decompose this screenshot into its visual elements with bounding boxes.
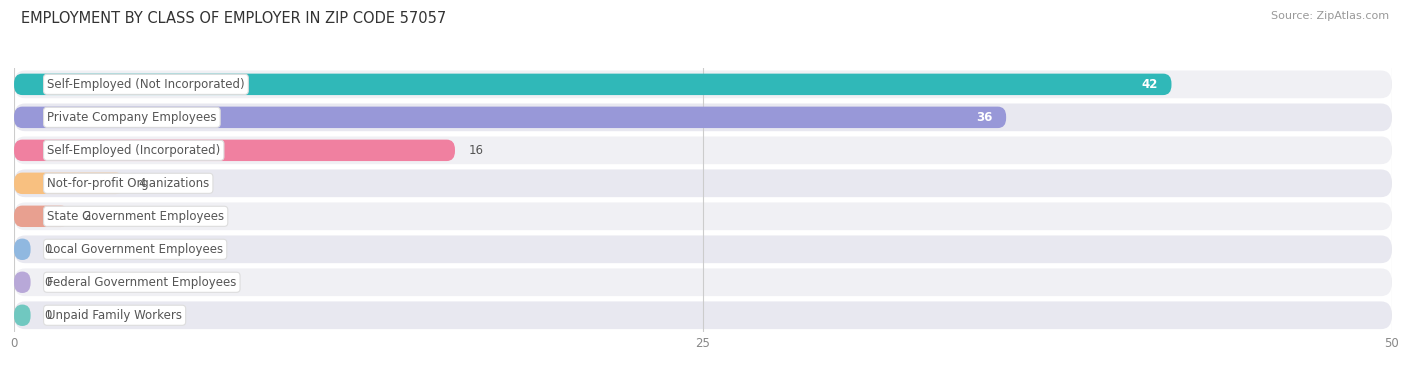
Text: Unpaid Family Workers: Unpaid Family Workers (48, 309, 183, 322)
FancyBboxPatch shape (14, 205, 69, 227)
FancyBboxPatch shape (14, 104, 1392, 131)
FancyBboxPatch shape (14, 70, 1392, 98)
Text: Local Government Employees: Local Government Employees (48, 243, 224, 256)
Text: 2: 2 (83, 210, 90, 223)
Text: Self-Employed (Incorporated): Self-Employed (Incorporated) (48, 144, 221, 157)
FancyBboxPatch shape (14, 107, 1007, 128)
Text: Self-Employed (Not Incorporated): Self-Employed (Not Incorporated) (48, 78, 245, 91)
FancyBboxPatch shape (14, 139, 456, 161)
FancyBboxPatch shape (14, 302, 1392, 329)
FancyBboxPatch shape (14, 202, 1392, 230)
Text: Federal Government Employees: Federal Government Employees (48, 276, 236, 289)
FancyBboxPatch shape (14, 74, 1171, 95)
FancyBboxPatch shape (14, 268, 1392, 296)
FancyBboxPatch shape (14, 173, 124, 194)
Text: 42: 42 (1142, 78, 1157, 91)
FancyBboxPatch shape (14, 239, 31, 260)
Text: State Government Employees: State Government Employees (48, 210, 224, 223)
Text: EMPLOYMENT BY CLASS OF EMPLOYER IN ZIP CODE 57057: EMPLOYMENT BY CLASS OF EMPLOYER IN ZIP C… (21, 11, 446, 26)
Text: 0: 0 (45, 309, 52, 322)
Text: 16: 16 (468, 144, 484, 157)
Text: Source: ZipAtlas.com: Source: ZipAtlas.com (1271, 11, 1389, 21)
Text: Private Company Employees: Private Company Employees (48, 111, 217, 124)
Text: 0: 0 (45, 243, 52, 256)
Text: Not-for-profit Organizations: Not-for-profit Organizations (48, 177, 209, 190)
Text: 4: 4 (138, 177, 146, 190)
Text: 36: 36 (976, 111, 993, 124)
FancyBboxPatch shape (14, 235, 1392, 263)
Text: 0: 0 (45, 276, 52, 289)
FancyBboxPatch shape (14, 170, 1392, 197)
FancyBboxPatch shape (14, 305, 31, 326)
FancyBboxPatch shape (14, 136, 1392, 164)
FancyBboxPatch shape (14, 271, 31, 293)
